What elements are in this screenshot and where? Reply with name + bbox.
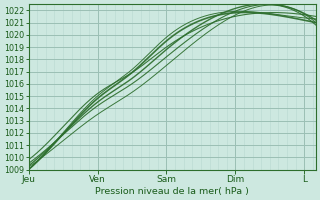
X-axis label: Pression niveau de la mer( hPa ): Pression niveau de la mer( hPa ): [95, 187, 249, 196]
